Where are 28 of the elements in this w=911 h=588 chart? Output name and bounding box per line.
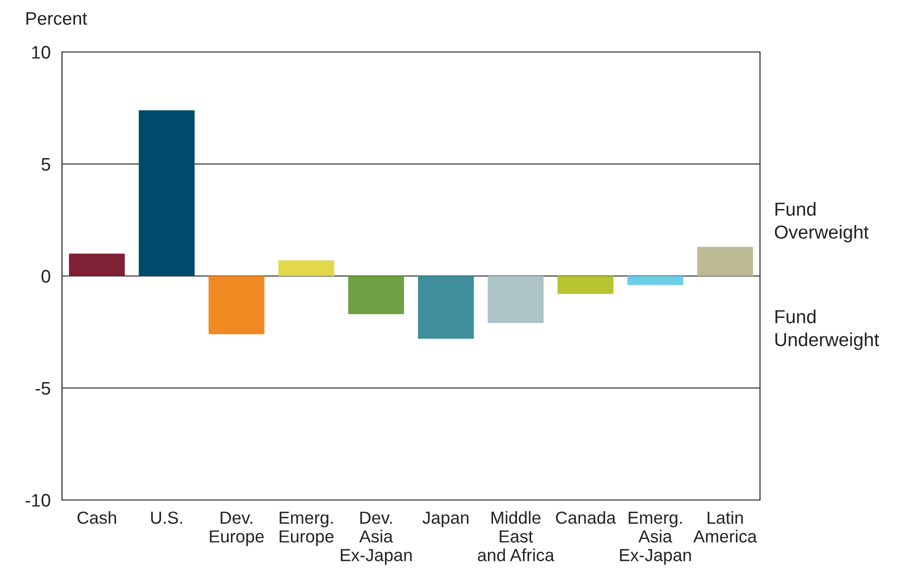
y-tick-label: 5: [42, 158, 50, 171]
x-tick-label: U.S.: [151, 512, 182, 524]
bar: [558, 276, 614, 294]
bar: [138, 110, 195, 276]
bar: [697, 246, 754, 276]
x-tick-label: Middle East and Africa: [478, 511, 554, 562]
x-tick-label: Dev. Europe: [210, 512, 264, 546]
bar: [488, 276, 544, 324]
bar: [68, 254, 125, 276]
bar: [627, 276, 684, 285]
y-tick-label: 10: [32, 46, 50, 59]
bar: [208, 276, 264, 334]
x-tick-label: Canada: [556, 511, 616, 524]
x-tick-label: Dev. Asia Ex-Japan: [340, 512, 412, 565]
x-tick-label: Japan: [422, 512, 468, 528]
y-tick-label: 0: [42, 270, 50, 283]
x-tick-label: Latin America: [693, 511, 757, 543]
bar: [278, 260, 334, 276]
x-tick-label: Emerg. Europe: [280, 512, 334, 546]
y-axis-title: Percent: [26, 12, 88, 25]
text: Fund Underweight: [775, 310, 880, 350]
y-tick-label: -5: [36, 382, 50, 395]
bar: [418, 276, 474, 339]
x-tick-label: Cash: [78, 511, 116, 524]
bar: [348, 276, 404, 314]
text: Fund Overweight: [774, 202, 869, 242]
x-tick-label: Emerg. Asia Ex-Japan: [620, 512, 691, 565]
y-tick-label: -10: [26, 494, 50, 507]
